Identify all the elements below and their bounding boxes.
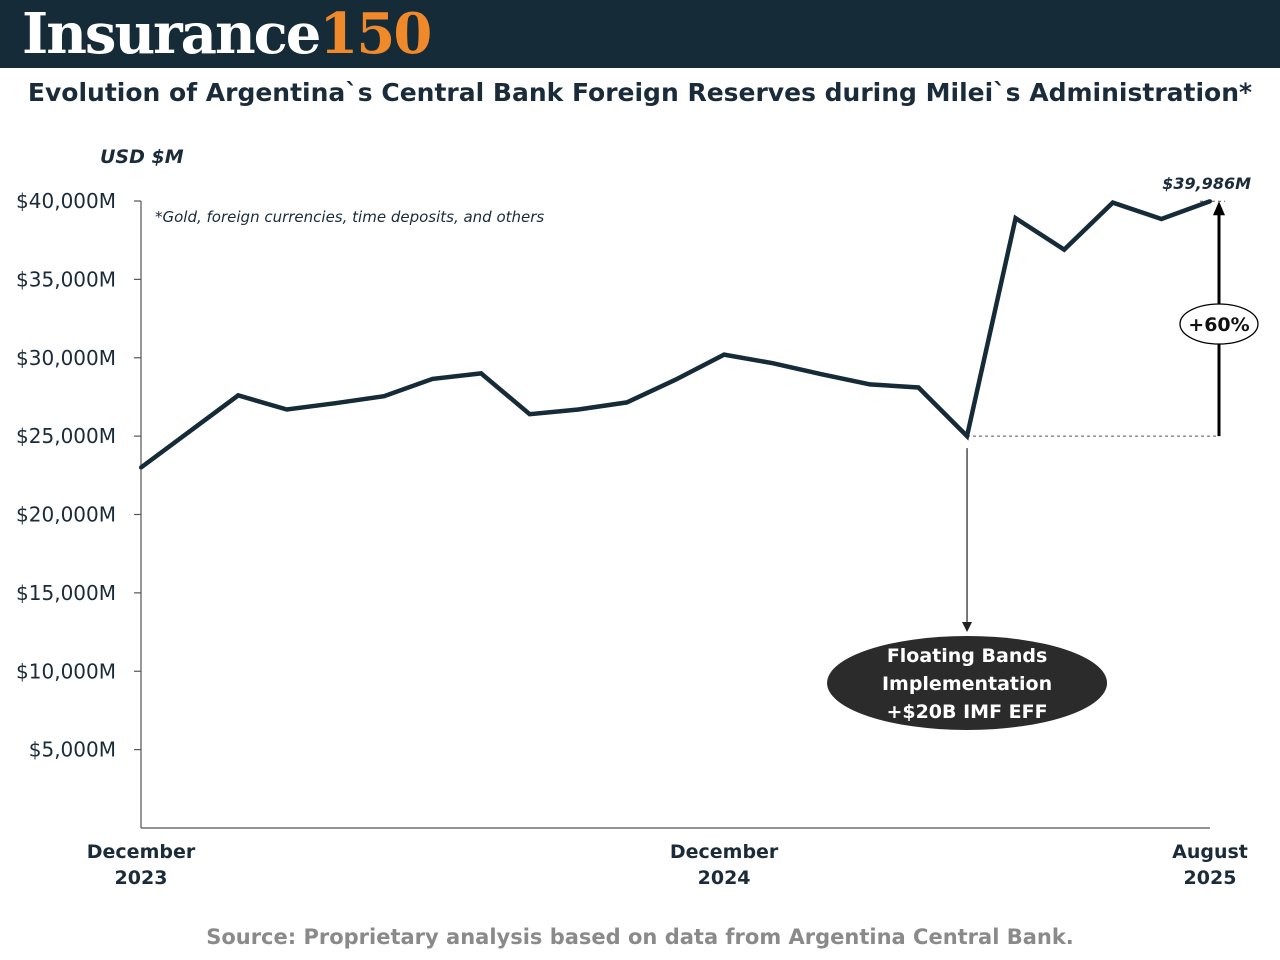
event-callout-text: +$20B IMF EFF [886, 701, 1047, 723]
data-point [770, 361, 775, 366]
data-point [236, 393, 241, 398]
x-tick-label: August [1172, 841, 1248, 863]
labels: $5,000M $10,000M $15,000M $20,000M $25,000M $… [16, 146, 1251, 889]
data-point [965, 434, 970, 439]
header-bar: Insurance150 [0, 0, 1280, 68]
brand-logo: Insurance150 [22, 1, 432, 67]
data-point [1062, 247, 1067, 252]
y-tick-label: $20,000M [16, 503, 116, 527]
change-label: +60% [1188, 314, 1249, 336]
data-point [1013, 216, 1018, 221]
chart-title: Evolution of Argentina`s Central Bank Fo… [27, 78, 1253, 107]
footnote: *Gold, foreign currencies, time deposits… [155, 208, 544, 226]
data-point [867, 382, 872, 387]
data-point [1208, 199, 1212, 204]
y-tick-label: $5,000M [29, 738, 116, 762]
x-tick-label-year: 2025 [1184, 867, 1237, 889]
series-layer [139, 199, 1212, 470]
data-point [333, 401, 338, 406]
x-tick-label-year: 2023 [115, 867, 168, 889]
event-callout-text: Implementation [882, 673, 1052, 695]
brand-number: 150 [319, 1, 432, 67]
data-point [284, 407, 289, 412]
event-callout-text: Floating Bands [887, 645, 1047, 667]
data-point [576, 407, 581, 412]
y-tick-label: $25,000M [16, 424, 116, 448]
data-point [1159, 217, 1164, 222]
event-arrow-head [962, 622, 973, 632]
data-point [187, 429, 192, 434]
data-point [624, 400, 629, 405]
data-point [722, 352, 727, 357]
y-tick-label: $30,000M [16, 346, 116, 370]
y-tick-label: $35,000M [16, 267, 116, 291]
x-tick-label-year: 2024 [698, 867, 751, 889]
data-point [479, 371, 484, 376]
data-point [819, 372, 824, 377]
reserves-line [139, 199, 1211, 470]
data-point [139, 465, 143, 470]
change-arrow-head [1213, 201, 1225, 216]
data-point [916, 385, 921, 390]
data-point [1110, 200, 1115, 205]
data-point [381, 394, 386, 399]
brand-name: Insurance [22, 1, 321, 67]
y-axis-label: USD $M [100, 146, 184, 168]
x-tick-label: December [87, 841, 196, 863]
y-tick-label: $10,000M [16, 659, 116, 683]
event-callout [827, 636, 1108, 730]
data-point [673, 377, 678, 382]
annotations [827, 200, 1259, 730]
y-tick-label: $15,000M [16, 581, 116, 605]
data-point [527, 412, 532, 417]
x-tick-label: December [670, 841, 779, 863]
source-note: Source: Proprietary analysis based on da… [206, 925, 1074, 949]
change-badge [1179, 303, 1259, 345]
axes [134, 200, 1210, 829]
data-point [430, 376, 435, 381]
final-value-label: $39,986M [1162, 174, 1251, 193]
y-tick-label: $40,000M [16, 189, 116, 213]
